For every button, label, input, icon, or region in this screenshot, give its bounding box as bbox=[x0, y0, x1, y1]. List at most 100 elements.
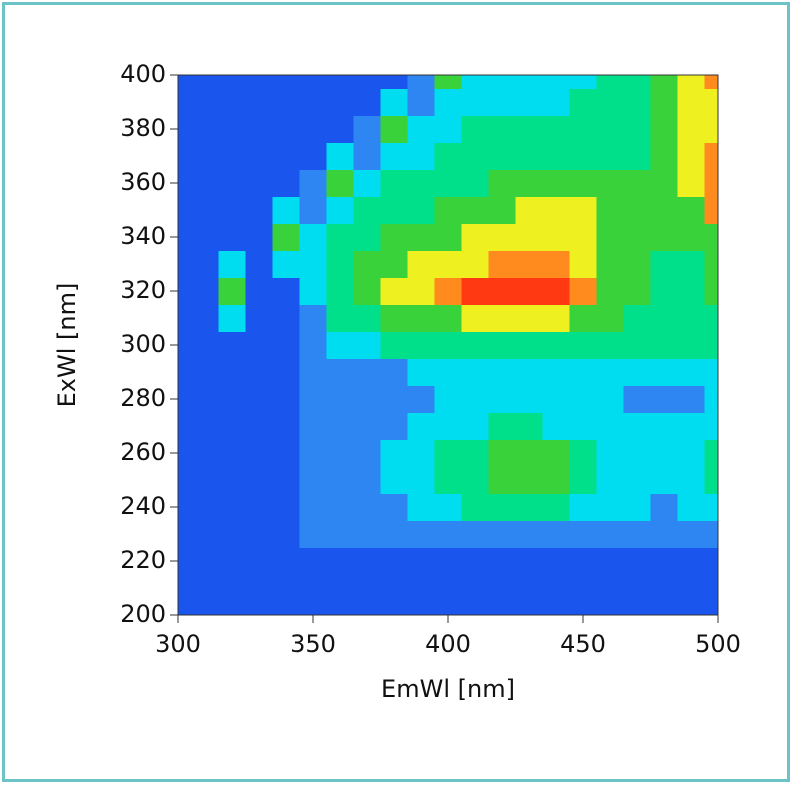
contour-cell bbox=[434, 223, 462, 251]
y-tick-label: 340 bbox=[120, 222, 166, 250]
y-tick-label: 220 bbox=[120, 546, 166, 574]
contour-cell bbox=[434, 115, 462, 143]
contour-cell bbox=[461, 439, 489, 467]
contour-cell bbox=[407, 115, 435, 143]
contour-cell bbox=[434, 547, 462, 575]
contour-cell bbox=[461, 412, 489, 440]
contour-cell bbox=[380, 169, 408, 197]
contour-cell bbox=[623, 385, 651, 413]
contour-cell bbox=[461, 493, 489, 521]
contour-cell bbox=[596, 142, 624, 170]
contour-cell bbox=[434, 520, 462, 548]
contour-cell bbox=[488, 574, 516, 602]
contour-cell bbox=[515, 331, 543, 359]
contour-cell bbox=[299, 250, 327, 278]
contour-cell bbox=[461, 88, 489, 116]
x-axis-label: EmWl [nm] bbox=[381, 675, 515, 703]
contour-cell bbox=[677, 115, 705, 143]
contour-cell bbox=[191, 574, 219, 602]
contour-cell bbox=[677, 493, 705, 521]
contour-cell bbox=[380, 547, 408, 575]
contour-cell bbox=[542, 547, 570, 575]
contour-cell bbox=[596, 250, 624, 278]
contour-cell bbox=[515, 169, 543, 197]
contour-cell bbox=[461, 115, 489, 143]
contour-cell bbox=[245, 223, 273, 251]
contour-cell bbox=[407, 169, 435, 197]
contour-cell bbox=[569, 88, 597, 116]
contour-cell bbox=[191, 142, 219, 170]
contour-cell bbox=[596, 196, 624, 224]
y-tick-label: 320 bbox=[120, 276, 166, 304]
contour-cell bbox=[650, 412, 678, 440]
contour-cell bbox=[326, 520, 354, 548]
contour-cell bbox=[178, 223, 192, 251]
contour-cell bbox=[434, 75, 462, 89]
x-tick-label: 350 bbox=[290, 630, 336, 658]
contour-cell bbox=[299, 385, 327, 413]
contour-cell bbox=[326, 88, 354, 116]
contour-cell bbox=[650, 277, 678, 305]
contour-cell bbox=[326, 493, 354, 521]
contour-cell bbox=[245, 142, 273, 170]
contour-cell bbox=[178, 574, 192, 602]
contour-cell bbox=[218, 75, 246, 89]
contour-cell bbox=[178, 304, 192, 332]
contour-cell bbox=[623, 142, 651, 170]
x-tick-label: 300 bbox=[155, 630, 201, 658]
contour-cell bbox=[380, 142, 408, 170]
contour-cell bbox=[245, 520, 273, 548]
contour-cell bbox=[515, 547, 543, 575]
contour-cell bbox=[407, 601, 435, 615]
contour-cell bbox=[272, 250, 300, 278]
contour-cell bbox=[245, 574, 273, 602]
contour-cell bbox=[245, 196, 273, 224]
contour-cell bbox=[677, 223, 705, 251]
contour-cell bbox=[434, 304, 462, 332]
contour-cell bbox=[407, 493, 435, 521]
contour-cell bbox=[407, 223, 435, 251]
contour-cell bbox=[380, 331, 408, 359]
contour-cell bbox=[569, 223, 597, 251]
contour-cell bbox=[326, 115, 354, 143]
contour-cell bbox=[569, 142, 597, 170]
contour-cell bbox=[623, 493, 651, 521]
contour-cell bbox=[272, 169, 300, 197]
contour-cell bbox=[178, 142, 192, 170]
contour-cell bbox=[178, 250, 192, 278]
contour-cell bbox=[191, 466, 219, 494]
contour-cell bbox=[178, 547, 192, 575]
contour-cell bbox=[542, 75, 570, 89]
contour-cell bbox=[488, 75, 516, 89]
contour-cell bbox=[488, 196, 516, 224]
contour-cell bbox=[623, 331, 651, 359]
contour-cell bbox=[407, 574, 435, 602]
contour-cell bbox=[407, 277, 435, 305]
contour-cell bbox=[380, 358, 408, 386]
contour-cell bbox=[191, 196, 219, 224]
contour-cell bbox=[704, 75, 718, 89]
contour-cell bbox=[596, 88, 624, 116]
contour-cell bbox=[623, 75, 651, 89]
contour-cell bbox=[677, 304, 705, 332]
contour-cell bbox=[569, 493, 597, 521]
contour-cell bbox=[515, 196, 543, 224]
contour-cell bbox=[326, 142, 354, 170]
contour-cell bbox=[596, 223, 624, 251]
contour-cell bbox=[515, 520, 543, 548]
contour-cell bbox=[677, 574, 705, 602]
contour-cell bbox=[245, 277, 273, 305]
contour-cell bbox=[623, 115, 651, 143]
contour-cell bbox=[677, 385, 705, 413]
contour-cell bbox=[650, 223, 678, 251]
contour-cell bbox=[218, 169, 246, 197]
contour-cell bbox=[623, 169, 651, 197]
contour-cell bbox=[515, 574, 543, 602]
contour-cell bbox=[542, 142, 570, 170]
contour-cell bbox=[191, 250, 219, 278]
contour-cell bbox=[353, 439, 381, 467]
contour-cell bbox=[434, 250, 462, 278]
contour-cell bbox=[488, 223, 516, 251]
contour-cell bbox=[191, 75, 219, 89]
contour-cell bbox=[178, 277, 192, 305]
